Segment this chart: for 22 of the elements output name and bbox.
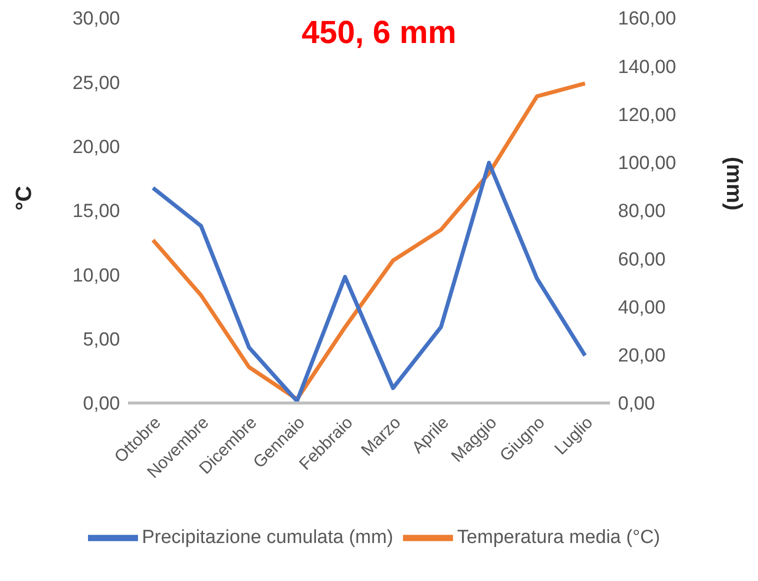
y-tick-label: 30,00	[72, 8, 120, 30]
y-axis-title: °C	[10, 186, 36, 210]
y-tick-label: 15,00	[72, 201, 120, 222]
y-tick-label: 0,00	[83, 394, 120, 415]
y-tick-label: 5,00	[83, 330, 120, 351]
y2-tick-label: 100,00	[618, 153, 676, 174]
legend-label: Precipitazione cumulata (mm)	[142, 527, 394, 548]
y2-tick-label: 20,00	[618, 346, 666, 367]
y2-tick-label: 160,00	[618, 8, 676, 30]
y2-tick-label: 120,00	[618, 104, 676, 126]
y2-tick-label: 80,00	[618, 201, 666, 222]
legend-label: Temperatura media (°C)	[457, 527, 660, 548]
line-series	[151, 160, 587, 403]
y2-tick-label: 140,00	[618, 56, 676, 78]
y-tick-label: 10,00	[72, 265, 120, 286]
y2-tick-label: 40,00	[618, 297, 666, 318]
y2-tick-label: 60,00	[618, 249, 666, 270]
y2-tick-label: 0,00	[618, 394, 655, 415]
chart-title: 450, 6 mm	[302, 14, 456, 50]
y-tick-label: 25,00	[72, 72, 120, 94]
y2-axis-title: (mm)	[722, 156, 748, 210]
y-tick-label: 20,00	[72, 137, 120, 158]
